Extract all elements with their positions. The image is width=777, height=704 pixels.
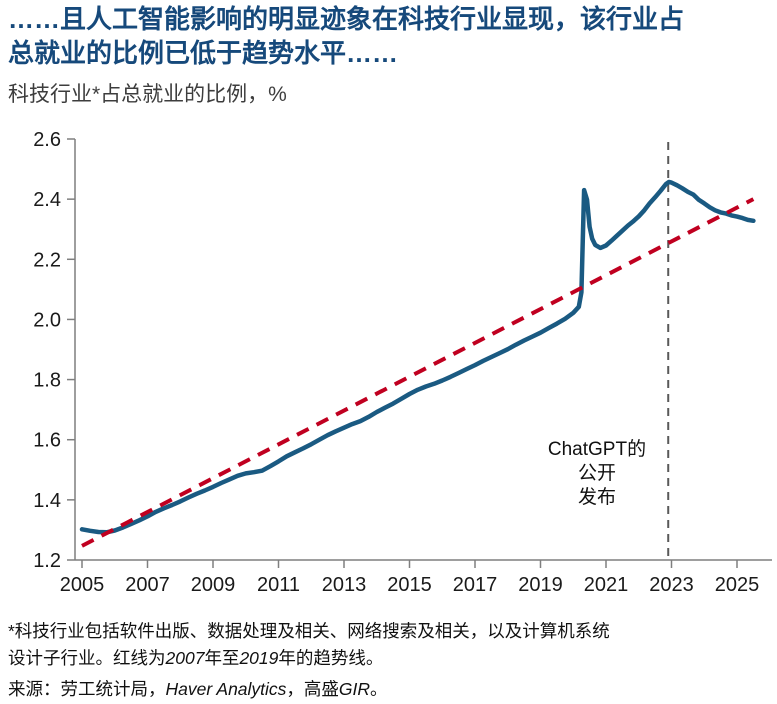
x-tick-label: 2009 — [191, 574, 236, 596]
page-title: ……且人工智能影响的明显迹象在科技行业显现，该行业占 总就业的比例已低于趋势水平… — [8, 4, 685, 68]
x-tick-label: 2011 — [257, 574, 300, 596]
source-line: 来源：劳工统计局，Haver Analytics，高盛GIR。 — [8, 679, 388, 699]
x-tick-label: 2015 — [387, 574, 432, 596]
y-tick-label: 1.8 — [33, 370, 61, 392]
y-tick-label: 2.2 — [33, 249, 61, 271]
footnote: *科技行业包括软件出版、数据处理及相关、网络搜索及相关，以及计算机系统 设计子行… — [8, 621, 610, 668]
footnote-text: *科技行业包括软件出版、数据处理及相关、网络搜索及相关，以及计算机系统 设计子行… — [8, 621, 610, 668]
chart-subtitle: 科技行业*占总就业的比例，% — [8, 83, 287, 106]
x-tick-label: 2021 — [584, 574, 629, 596]
x-tick-label: 2005 — [60, 574, 105, 596]
y-tick-label: 2.6 — [33, 129, 61, 151]
x-tick-label: 2019 — [518, 574, 563, 596]
footnote-year-end: 2019 — [239, 648, 279, 668]
x-tick-label: 2007 — [125, 574, 170, 596]
footnote-year-start: 2007 — [165, 648, 205, 668]
x-tick-label: 2013 — [322, 574, 367, 596]
tech-employment-line — [79, 179, 756, 535]
source-gir: GIR — [338, 679, 371, 699]
x-tick-label: 2025 — [715, 574, 760, 596]
y-tick-label: 2.4 — [33, 189, 61, 211]
x-tick-label: 2017 — [453, 574, 498, 596]
x-tick-label: 2023 — [649, 574, 694, 596]
y-tick-label: 1.4 — [33, 490, 61, 512]
source-haver: Haver Analytics — [165, 679, 287, 699]
y-tick-label: 1.6 — [33, 430, 61, 452]
source-text: 来源：劳工统计局， — [8, 679, 166, 699]
chatgpt-release-annotation: ChatGPT的 公开 发布 — [547, 439, 647, 508]
trend-line — [81, 197, 755, 548]
y-tick-label: 2.0 — [33, 309, 61, 331]
employment-share-chart: 1.2 1.4 1.6 1.8 2.0 2.2 2.4 2.6 2005 2007 2009 2011… — [33, 129, 772, 596]
y-tick-label: 1.2 — [33, 550, 61, 572]
